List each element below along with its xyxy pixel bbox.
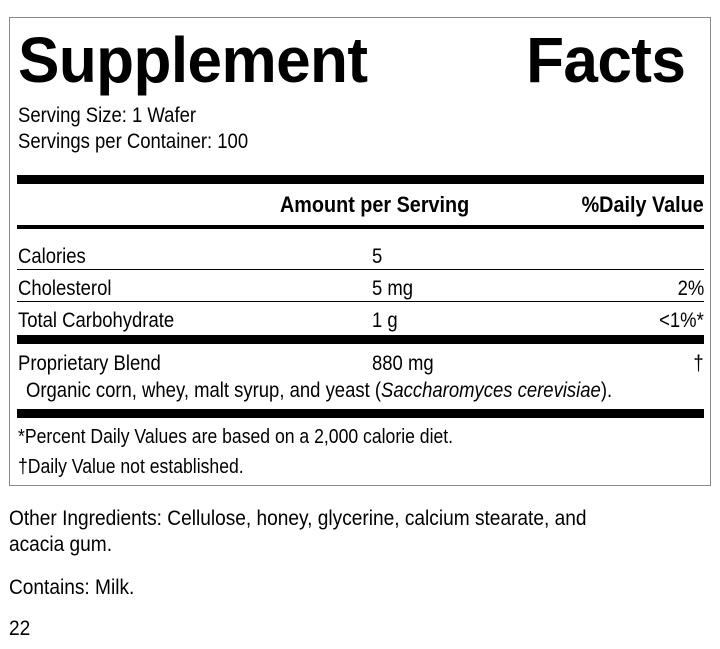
blend-desc-species: Saccharomyces cerevisiae: [381, 379, 601, 402]
table-row: Calories 5: [18, 242, 704, 272]
supplement-facts-panel: Supplement Facts Serving Size: 1 Wafer S…: [9, 17, 711, 486]
column-header-amount-per-serving: Amount per Serving: [280, 192, 470, 217]
blend-amount: 880 mg: [372, 352, 434, 375]
blend-desc-prefix: Organic corn, whey, malt syrup, and yeas…: [26, 379, 382, 402]
table-header-row: Amount per Serving %Daily Value: [18, 188, 704, 221]
nutrient-name: Cholesterol: [18, 277, 112, 300]
rule-above-proprietary-blend: [17, 335, 704, 344]
other-ingredients-text: Other Ingredients: Cellulose, honey, gly…: [9, 507, 587, 556]
blend-daily-value: †: [693, 352, 704, 375]
title-word-facts: Facts: [526, 24, 686, 96]
nutrient-daily-value: <1%*: [659, 309, 704, 332]
nutrient-name: Calories: [18, 245, 86, 268]
column-header-percent-daily-value: %Daily Value: [581, 192, 704, 217]
table-row: Total Carbohydrate 1 g <1%*: [18, 306, 704, 336]
proprietary-blend-ingredients: Organic corn, whey, malt syrup, and yeas…: [26, 378, 612, 404]
title-word-supplement: Supplement: [18, 24, 368, 96]
proprietary-blend-row: Proprietary Blend 880 mg †: [18, 349, 704, 379]
contains-allergen-text: Contains: Milk.: [9, 576, 135, 599]
nutrient-name: Total Carbohydrate: [18, 309, 175, 332]
row-divider: [17, 301, 704, 302]
rule-below-proprietary-blend: [17, 409, 704, 418]
nutrient-amount: 5 mg: [372, 277, 414, 300]
nutrient-daily-value: 2%: [677, 277, 704, 300]
servings-per-container-text: Servings per Container: 100: [18, 130, 249, 153]
table-row: Cholesterol 5 mg 2%: [18, 274, 704, 304]
supplement-facts-title: Supplement Facts: [18, 26, 687, 94]
nutrient-amount: 1 g: [372, 309, 398, 332]
blend-desc-suffix: ).: [600, 379, 613, 402]
nutrient-amount: 5: [372, 245, 383, 268]
page-number: 22: [9, 617, 31, 640]
blend-name: Proprietary Blend: [18, 352, 161, 375]
rule-above-table-header: [17, 175, 704, 184]
footnote-daily-value-not-established: †Daily Value not established.: [18, 456, 244, 478]
footnote-percent-daily-value: *Percent Daily Values are based on a 2,0…: [18, 426, 454, 448]
serving-size-text: Serving Size: 1 Wafer: [18, 104, 197, 127]
row-divider: [17, 269, 704, 270]
rule-under-table-header: [17, 225, 704, 229]
